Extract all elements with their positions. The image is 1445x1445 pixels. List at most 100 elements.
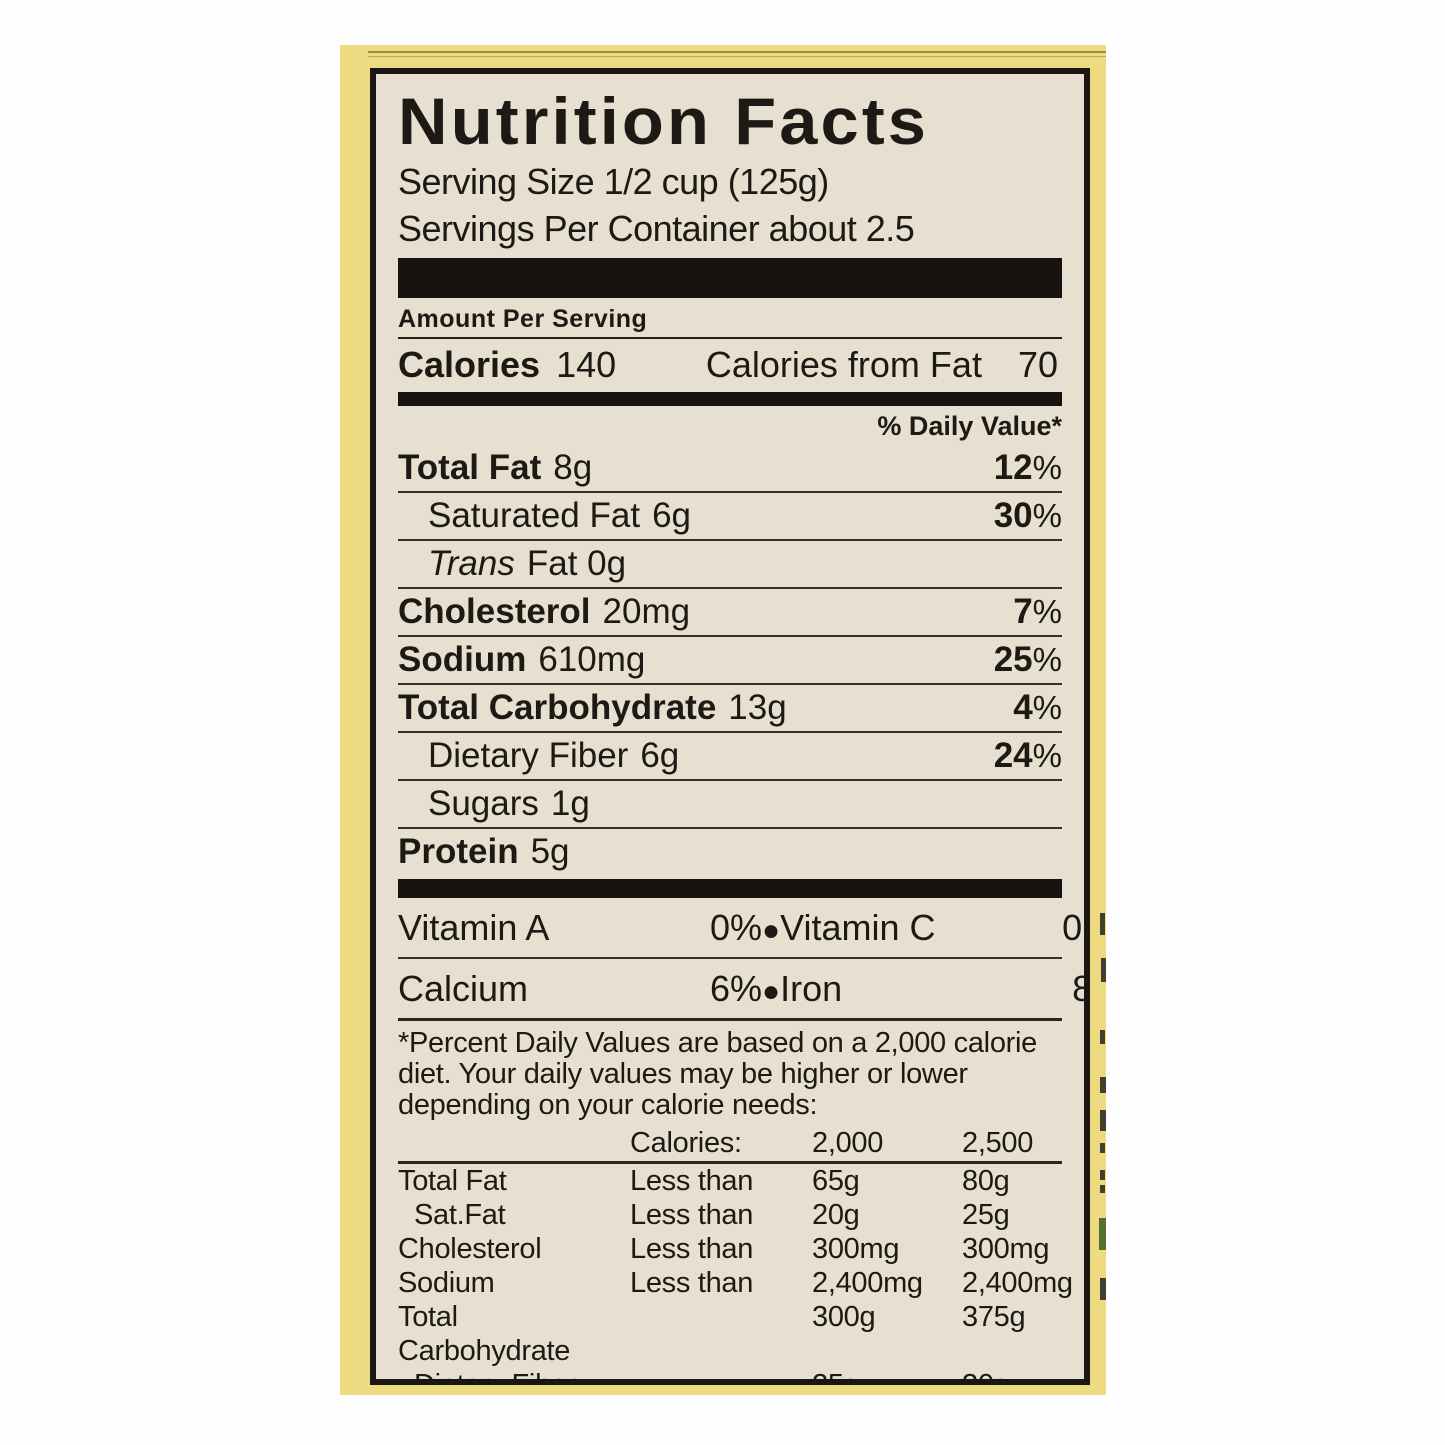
vitamin-a-label: Vitamin A: [398, 907, 550, 948]
percent-sign: %: [1032, 689, 1062, 726]
table-cell: Total Carbohydrate: [398, 1301, 571, 1367]
nutrient-dv: 4: [1013, 688, 1033, 727]
iron-label: Iron: [780, 968, 843, 1009]
nutrient-row-total-carbohydrate: Total Carbohydrate 13g 4%: [398, 685, 1062, 733]
percent-sign: %: [1032, 641, 1062, 678]
footnote-line: *Percent Daily Values are based on a 2,0…: [398, 1027, 1037, 1059]
nutrition-facts-label: Nutrition Facts Serving Size 1/2 cup (12…: [370, 68, 1090, 1385]
vitamin-row-1: Vitamin A 0% ● Vitamin C 0 %: [398, 898, 1084, 959]
package-fold-line: [368, 51, 1106, 53]
nutrient-row-sodium: Sodium 610mg 25%: [398, 637, 1062, 685]
col-2000-header: 2,000: [812, 1127, 884, 1159]
table-row: Total Fat Less than 65g 80g: [398, 1164, 1062, 1198]
nutrient-dv: 30: [993, 496, 1033, 535]
calories-from-fat-value: 70: [1017, 344, 1058, 385]
package-edge-print-fragment: [1100, 1077, 1106, 1093]
package-edge-print-fragment: [1100, 1143, 1105, 1153]
iron-value: 8%: [1016, 968, 1084, 1010]
nutrient-dv: 25: [993, 640, 1033, 679]
percent-sign: %: [1032, 497, 1062, 534]
nutrient-row-dietary-fiber: Dietary Fiber 6g 24%: [398, 733, 1062, 781]
table-cell: 2,400mg: [962, 1267, 1073, 1299]
nutrient-amount: Fat 0g: [526, 544, 627, 583]
calcium-label: Calcium: [398, 968, 529, 1009]
nutrient-name: Cholesterol: [398, 592, 591, 631]
vitamin-row-2: Calcium 6% ● Iron 8%: [398, 959, 1084, 1021]
table-cell: Less than: [630, 1267, 754, 1299]
nutrient-dv: 7: [1013, 592, 1033, 631]
nutrient-amount: 20mg: [602, 592, 691, 631]
package-edge-print-fragment: [1101, 958, 1106, 982]
vitamin-a-value: 0%: [709, 907, 762, 948]
table-cell: 300mg: [962, 1233, 1050, 1265]
calcium-value: 6%: [709, 968, 762, 1009]
table-cell: 65g: [812, 1165, 860, 1197]
table-cell: Total Fat: [398, 1165, 507, 1197]
table-cell: 80g: [962, 1165, 1010, 1197]
calories-from-fat-label: Calories from Fat: [705, 344, 982, 385]
calories-label: Calories: [398, 344, 541, 385]
nutrient-amount: 610mg: [538, 640, 646, 679]
nutrient-name: Protein: [398, 832, 519, 871]
table-row: Dietary Fiber 25g 30g: [398, 1368, 1062, 1385]
package-fold-line-2: [368, 56, 1106, 57]
nutrient-name: Total Fat: [398, 448, 542, 487]
percent-sign: %: [1032, 593, 1062, 630]
nutrient-row-cholesterol: Cholesterol 20mg 7%: [398, 589, 1062, 637]
package-edge-print-fragment: [1100, 1278, 1106, 1300]
calories-value: 140: [556, 344, 617, 385]
nutrient-row-total-fat: Total Fat 8g 12%: [398, 445, 1062, 493]
daily-value-footnote: *Percent Daily Values are based on a 2,0…: [398, 1021, 1062, 1121]
nutrient-row-protein: Protein 5g: [398, 829, 1062, 875]
table-cell: [630, 1300, 812, 1368]
table-cell: Less than: [630, 1165, 754, 1197]
servings-per-container: Servings Per Container about 2.5: [398, 208, 915, 249]
bullet-separator: ●: [762, 914, 781, 947]
table-header-row: Calories: 2,000 2,500: [398, 1125, 1062, 1164]
package-edge-print-fragment: [1100, 1030, 1105, 1044]
table-cell: 300mg: [812, 1233, 900, 1265]
nutrient-amount: 1g: [550, 784, 590, 823]
nutrient-name: Trans: [428, 544, 515, 583]
serving-size: Serving Size 1/2 cup (125g): [398, 161, 829, 202]
percent-sign: %: [1032, 737, 1062, 774]
vitamin-c-label: Vitamin C: [780, 907, 936, 948]
table-cell: 300g: [812, 1301, 876, 1333]
table-cell: 2,400mg: [812, 1267, 923, 1299]
table-row: Sat.Fat Less than 20g 25g: [398, 1198, 1062, 1232]
nutrition-facts-title: Nutrition Facts: [398, 84, 930, 158]
separator-bar-medium: [398, 392, 1062, 406]
table-cell: Less than: [630, 1233, 754, 1265]
nutrient-name: Saturated Fat: [428, 496, 641, 535]
table-cell: 25g: [962, 1199, 1010, 1231]
calories-column-header: Calories:: [630, 1127, 742, 1159]
calories-row: Calories 140 Calories from Fat 70: [398, 339, 1062, 392]
nutrient-row-sugars: Sugars 1g: [398, 781, 1062, 829]
table-cell: 30g: [962, 1369, 1010, 1385]
footnote-line: depending on your calorie needs:: [398, 1089, 818, 1121]
table-row: Sodium Less than 2,400mg 2,400mg: [398, 1266, 1073, 1300]
table-row: Cholesterol Less than 300mg 300mg: [398, 1232, 1062, 1266]
table-cell: Sodium: [398, 1267, 495, 1299]
separator-bar-thick: [398, 258, 1062, 298]
package-edge-print-fragment: [1100, 1170, 1105, 1180]
product-package-panel: Nutrition Facts Serving Size 1/2 cup (12…: [340, 45, 1106, 1395]
daily-values-table: Calories: 2,000 2,500 Total Fat Less tha…: [398, 1125, 1073, 1385]
nutrient-row-saturated-fat: Saturated Fat 6g 30%: [398, 493, 1062, 541]
vitamin-c-value: 0 %: [1062, 907, 1084, 948]
nutrient-amount: 8g: [553, 448, 593, 487]
nutrient-amount: 6g: [640, 736, 680, 775]
package-edge-print-fragment: [1100, 1185, 1105, 1193]
table-cell: Sat.Fat: [414, 1199, 506, 1231]
table-cell: 25g: [812, 1369, 860, 1385]
table-cell: Dietary Fiber: [414, 1369, 577, 1385]
nutrient-dv: 12: [993, 448, 1033, 487]
nutrient-name: Sodium: [398, 640, 527, 679]
table-cell: Less than: [630, 1199, 754, 1231]
bullet-separator: ●: [762, 975, 781, 1008]
package-edge-print-fragment: [1100, 1110, 1106, 1131]
nutrient-name: Total Carbohydrate: [398, 688, 717, 727]
nutrient-row-trans-fat: Trans Fat 0g: [398, 541, 1062, 589]
table-cell: 375g: [962, 1301, 1026, 1333]
percent-sign: %: [1032, 449, 1062, 486]
